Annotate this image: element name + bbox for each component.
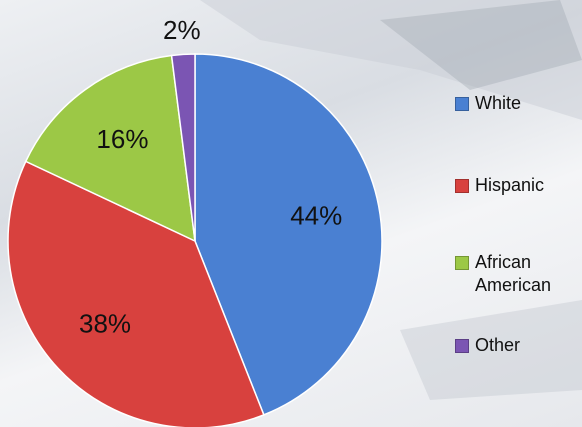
data-label: 16% [96, 124, 148, 154]
legend-item: African American [455, 251, 582, 297]
legend-label: White [475, 93, 522, 113]
background-shape [400, 300, 582, 400]
legend-item: Hispanic [455, 174, 582, 197]
legend-label: Other [475, 335, 521, 355]
legend-label: African American [475, 252, 552, 295]
data-label: 44% [290, 201, 342, 231]
pie-slice [194, 53, 383, 416]
background-shape [200, 0, 582, 120]
pie-slice [170, 53, 196, 242]
legend-item: White [455, 92, 582, 115]
background-shape [380, 0, 582, 90]
data-label: 2% [163, 15, 201, 45]
legend-label: Hispanic [475, 175, 545, 195]
legend-swatch [455, 256, 469, 270]
legend-item: Other [455, 334, 582, 357]
legend-swatch [455, 339, 469, 353]
data-label: 38% [79, 308, 131, 338]
pie-slice [7, 160, 265, 427]
legend-swatch [455, 97, 469, 111]
pie-slice [24, 54, 196, 243]
legend-swatch [455, 179, 469, 193]
